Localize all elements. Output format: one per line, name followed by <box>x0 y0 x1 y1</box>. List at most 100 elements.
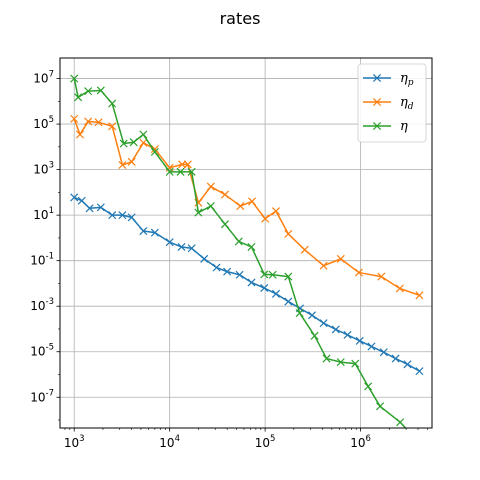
data-point <box>200 254 209 263</box>
data-point <box>96 86 105 95</box>
y-tick-label: 105 <box>33 115 54 131</box>
data-point <box>183 160 192 169</box>
data-point <box>355 336 364 345</box>
data-point <box>223 267 232 276</box>
legend-box <box>357 63 427 143</box>
data-point <box>261 214 270 223</box>
data-point <box>300 245 309 254</box>
y-tick-label: 107 <box>33 70 54 86</box>
data-point <box>284 229 293 238</box>
legend-entry: ηp <box>363 71 414 88</box>
data-point <box>379 348 388 357</box>
data-point <box>127 213 136 222</box>
data-point <box>307 311 317 320</box>
data-point <box>129 138 138 147</box>
legend-label: ηp <box>400 71 414 88</box>
legend: ηp ηd η <box>357 63 427 143</box>
legend-label: ηd <box>400 95 414 112</box>
legend-entry: ηd <box>363 95 414 112</box>
data-point <box>108 122 117 131</box>
data-point <box>206 202 215 211</box>
data-point <box>70 74 79 83</box>
data-point <box>343 330 352 339</box>
data-point <box>127 157 136 166</box>
data-point <box>118 211 127 220</box>
series-3 <box>70 74 407 428</box>
data-point <box>85 204 94 213</box>
data-point <box>187 167 196 176</box>
y-tick-label: 103 <box>33 161 54 177</box>
data-point <box>396 418 405 427</box>
data-point <box>108 99 117 108</box>
data-point <box>165 238 174 247</box>
data-point <box>234 237 243 246</box>
data-point <box>70 193 79 202</box>
y-tick-label: 101 <box>33 206 54 222</box>
data-point <box>322 354 331 363</box>
data-point <box>176 167 185 176</box>
data-point <box>319 261 328 270</box>
legend-entry: η <box>363 119 408 134</box>
data-point <box>247 242 256 251</box>
data-point <box>94 118 103 127</box>
data-point <box>108 211 117 220</box>
data-point <box>178 160 187 169</box>
data-point <box>77 196 86 205</box>
data-point <box>206 182 215 191</box>
axis-ticks: 103 104 105 106 10-7 10-5 10-3 10-1 101 103 105 107 <box>30 70 428 450</box>
data-point <box>351 359 360 368</box>
legend-label: η <box>400 119 408 134</box>
data-point <box>74 93 83 102</box>
data-point <box>139 138 148 147</box>
data-point <box>391 354 400 363</box>
data-point <box>220 220 230 229</box>
data-point <box>415 291 424 300</box>
data-point <box>354 268 363 277</box>
data-point <box>139 227 148 236</box>
data-point <box>84 87 93 96</box>
data-point <box>212 263 221 272</box>
data-point <box>118 160 127 169</box>
data-point <box>284 272 293 281</box>
y-tick-label: 10-1 <box>30 252 54 268</box>
data-point <box>194 208 203 217</box>
data-point <box>271 289 281 298</box>
series-1 <box>70 193 424 376</box>
data-point <box>247 278 256 287</box>
data-point <box>377 272 386 281</box>
x-tick-label: 105 <box>255 434 276 450</box>
data-point <box>150 147 159 156</box>
data-point <box>415 367 424 376</box>
data-point <box>331 325 340 334</box>
data-point <box>139 130 148 139</box>
data-point <box>187 244 196 253</box>
data-point <box>403 360 412 369</box>
y-tick-label: 10-3 <box>30 297 54 313</box>
x-tick-label: 104 <box>159 434 180 450</box>
data-point <box>376 402 385 411</box>
data-point <box>177 242 186 251</box>
data-point <box>364 382 373 391</box>
axes-frame <box>59 57 433 429</box>
data-point <box>395 284 404 293</box>
data-point <box>260 283 269 293</box>
data-point <box>248 197 257 206</box>
legend-marker <box>372 97 382 107</box>
data-point <box>260 270 269 279</box>
legend-marker <box>372 121 382 131</box>
series-group <box>70 74 424 428</box>
data-point <box>310 331 319 340</box>
legend-marker <box>372 73 382 83</box>
data-point <box>150 228 159 237</box>
data-point <box>319 319 328 328</box>
data-point <box>235 270 244 279</box>
data-point <box>336 358 345 367</box>
y-tick-label: 10-7 <box>30 388 54 404</box>
data-point <box>150 145 159 154</box>
data-point <box>119 139 128 148</box>
data-point <box>84 117 93 126</box>
data-point <box>70 114 79 123</box>
data-point <box>336 254 345 263</box>
